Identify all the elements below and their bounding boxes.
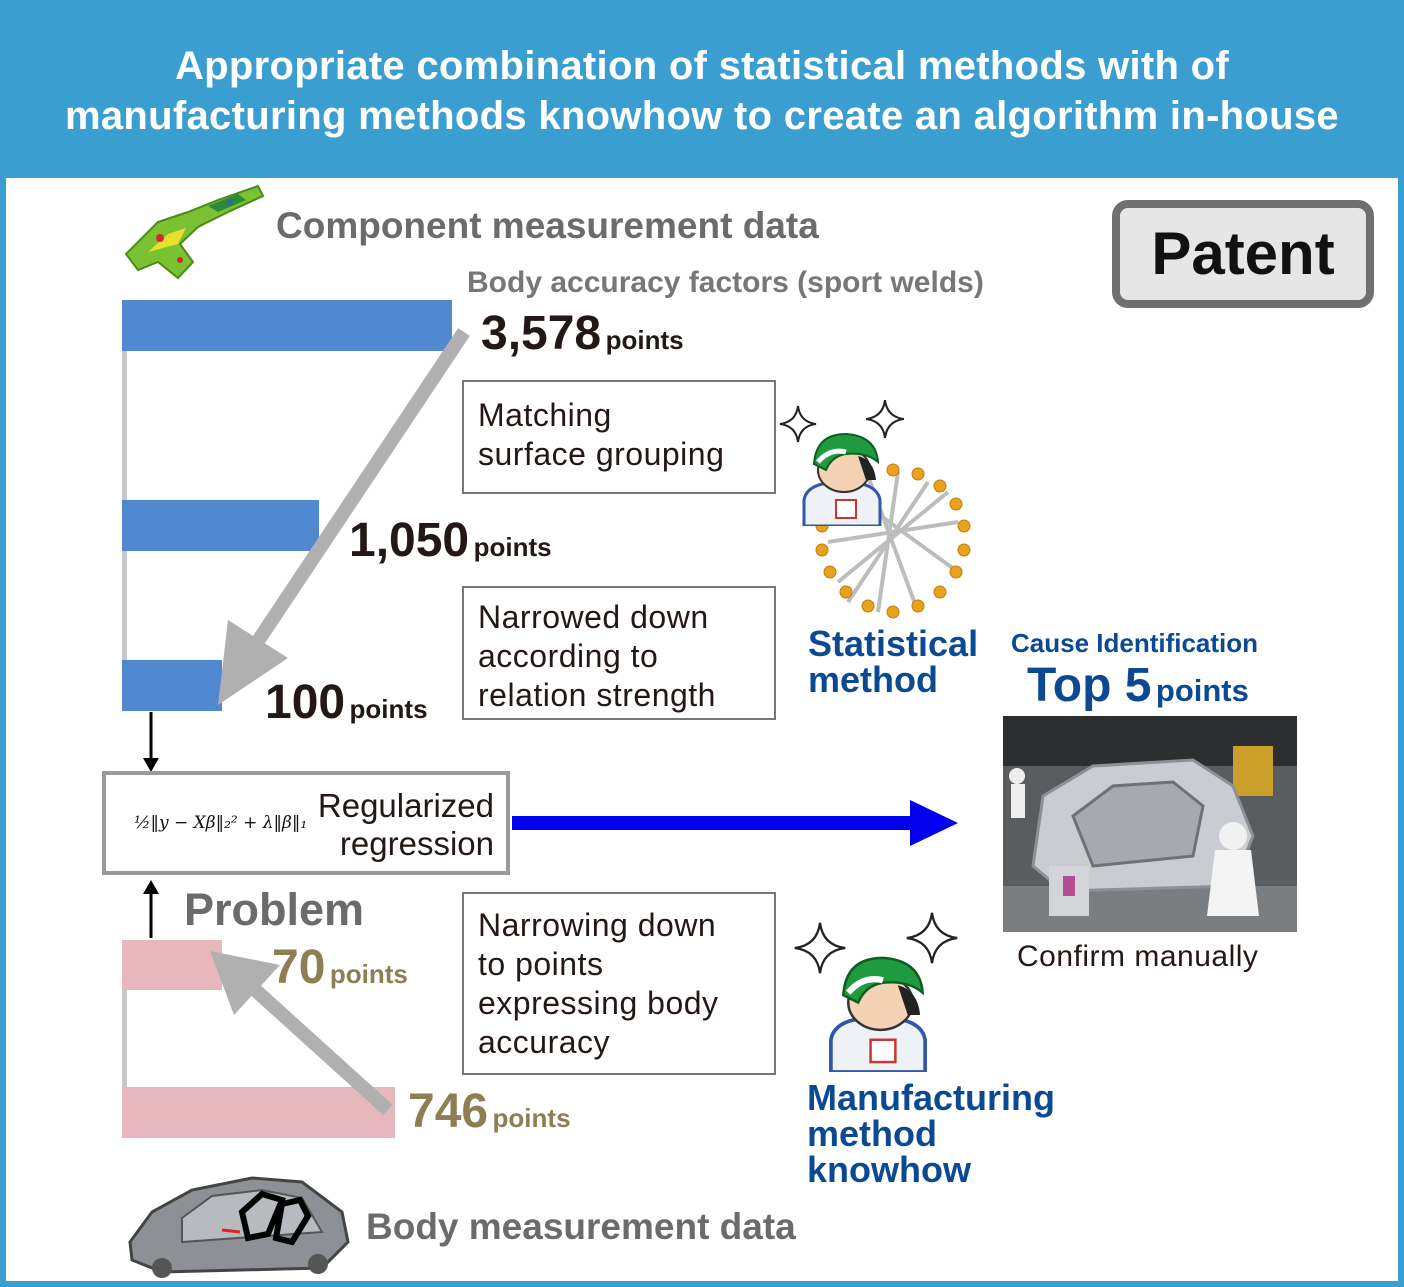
- worker-icon: [829, 956, 927, 1072]
- sparkle-icon: [779, 405, 817, 443]
- bar-3578: [122, 300, 452, 351]
- box-line: relation strength: [478, 677, 716, 713]
- regression-formula: ½‖y − Xβ‖₂² + λ‖β‖₁: [134, 813, 308, 833]
- component-measurement-heading: Component measurement data: [276, 205, 819, 246]
- component-part-icon: [124, 184, 265, 280]
- box-line: Narrowing down: [478, 907, 717, 943]
- top5-value: Top 5: [1027, 659, 1152, 712]
- points-746: 746 points: [408, 1085, 571, 1138]
- factory-photo: [1003, 716, 1297, 932]
- bar-70: [122, 940, 222, 990]
- box-line: according to: [478, 638, 659, 674]
- box-line: accuracy: [478, 1024, 611, 1060]
- label-line: regression: [339, 825, 494, 862]
- label-line: Regularized: [317, 787, 494, 824]
- narrowed-down-box: Narrowed down according to relation stre…: [462, 586, 776, 720]
- confirm-manually-caption: Confirm manually: [1017, 940, 1259, 973]
- factory-scene: [1003, 716, 1297, 932]
- label-line: method: [808, 659, 938, 700]
- points-100: 100 points: [265, 676, 428, 729]
- patent-badge: Patent: [1112, 200, 1374, 308]
- top5-label: Top 5 points: [1027, 658, 1249, 713]
- title-line-1: Appropriate combination of statistical m…: [174, 44, 1230, 88]
- top5-unit: points: [1155, 673, 1249, 708]
- title-line-2: manufacturing methods knowhow to create …: [65, 94, 1339, 138]
- sparkle-icon: [794, 922, 846, 974]
- funnel-spine-bottom: [122, 940, 127, 1138]
- sparkle-icon: [865, 399, 905, 439]
- result-arrow: [512, 800, 958, 846]
- manufacturing-knowhow-label: Manufacturing method knowhow: [807, 1080, 1055, 1188]
- statistical-method-label: Statistical method: [808, 626, 978, 698]
- box-line: expressing body: [478, 985, 719, 1021]
- problem-label: Problem: [184, 884, 365, 935]
- label-line: knowhow: [807, 1149, 971, 1190]
- up-arrow-from-problem: [143, 880, 159, 938]
- matching-surface-box: Matching surface grouping: [462, 380, 776, 494]
- car-body-icon: [128, 1176, 350, 1278]
- box-line: to points: [478, 946, 604, 982]
- label-line: Manufacturing: [807, 1077, 1055, 1118]
- patent-label: Patent: [1151, 220, 1335, 287]
- narrowing-down-box: Narrowing down to points expressing body…: [462, 892, 776, 1075]
- bar-746: [122, 1087, 395, 1138]
- bar-100: [122, 660, 222, 711]
- points-1050: 1,050 points: [349, 514, 552, 567]
- bar-1050: [122, 500, 319, 551]
- body-measurement-heading: Body measurement data: [366, 1206, 796, 1247]
- label-line: method: [807, 1113, 937, 1154]
- points-3578: 3,578 points: [481, 307, 684, 360]
- narrowing-arrow-top: [218, 328, 470, 705]
- regularized-regression-box: ½‖y − Xβ‖₂² + λ‖β‖₁ Regularized regressi…: [102, 771, 510, 875]
- sparkle-icon: [906, 912, 958, 964]
- body-accuracy-factors-label: Body accuracy factors (sport welds): [467, 266, 984, 299]
- cause-identification-heading: Cause Identification: [1011, 628, 1259, 658]
- box-line: surface grouping: [478, 436, 725, 472]
- narrowing-arrow-bottom: [210, 951, 393, 1116]
- label-line: Statistical: [808, 623, 979, 664]
- title-banner: Appropriate combination of statistical m…: [0, 0, 1404, 178]
- regression-label: Regularized regression: [318, 787, 494, 863]
- points-70: 70 points: [272, 941, 408, 994]
- down-arrow-to-regression: [143, 712, 159, 772]
- box-line: Matching: [478, 397, 612, 433]
- box-line: Narrowed down: [478, 599, 709, 635]
- worker-icon: [802, 432, 882, 526]
